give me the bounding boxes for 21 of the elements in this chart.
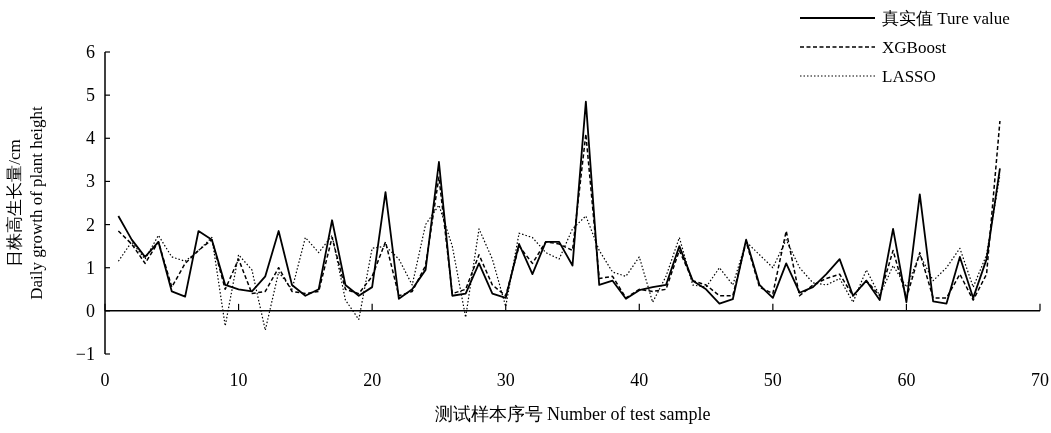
x-tick-label: 40 — [630, 370, 649, 390]
legend-label: 真实值 Ture value — [882, 9, 1010, 28]
x-tick-label: 70 — [1031, 370, 1049, 390]
x-tick-label: 30 — [496, 370, 515, 390]
x-tick-label: 60 — [897, 370, 916, 390]
legend-label: XGBoost — [882, 38, 947, 57]
x-tick-label: 10 — [229, 370, 248, 390]
y-tick-label: 4 — [86, 128, 95, 149]
y-tick-label: 2 — [86, 214, 95, 235]
x-tick-label: 0 — [100, 370, 110, 390]
y-tick-label: 0 — [86, 300, 95, 321]
y-tick-label: 6 — [86, 42, 95, 62]
legend-label: LASSO — [882, 67, 936, 86]
y-tick-label: −1 — [75, 344, 95, 364]
y-tick-label: 1 — [86, 257, 95, 278]
y-tick-label: 3 — [86, 171, 95, 192]
y-tick-label: 5 — [86, 85, 95, 106]
x-axis-title: 测试样本序号 Number of test sample — [434, 404, 711, 424]
x-tick-label: 50 — [763, 370, 782, 390]
y-axis-title: 日株高生长量/cm Daily growth of plant height — [5, 105, 46, 300]
x-tick-label: 20 — [363, 370, 382, 390]
